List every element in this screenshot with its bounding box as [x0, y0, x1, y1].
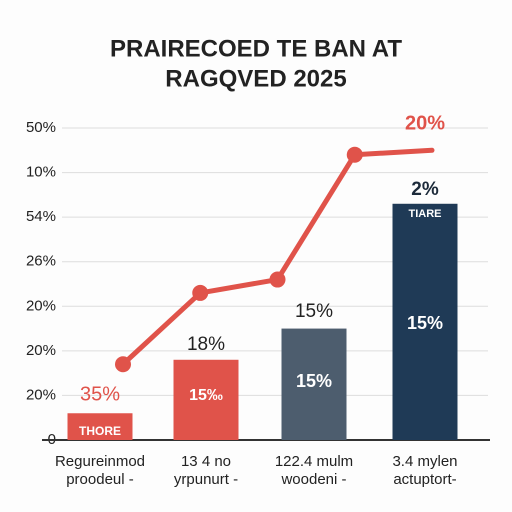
x-tick-label: 13 4 no — [181, 453, 231, 470]
chart-title: RAGQVED 2025 — [165, 65, 346, 92]
annotation: 15% — [407, 313, 443, 333]
annotation: 20% — [405, 112, 445, 134]
annotation: 15% — [296, 371, 332, 391]
annotation: 2% — [411, 179, 439, 200]
annotation: THORE — [79, 424, 121, 438]
y-tick-label: 54% — [26, 208, 56, 225]
bar — [67, 413, 133, 440]
x-tick-label: proodeul - — [66, 471, 134, 488]
x-tick-label: 3.4 mylen — [392, 453, 457, 470]
annotation: 15% — [295, 301, 333, 322]
bar — [281, 328, 347, 440]
line-marker — [346, 146, 363, 163]
annotation: 15‰ — [189, 387, 223, 404]
chart-title: PRAIRECOED TE BAN AT — [110, 35, 402, 62]
line-marker — [115, 356, 131, 373]
y-tick-label: 20% — [26, 297, 56, 314]
bar — [392, 203, 458, 440]
x-tick-label: actuptort- — [393, 471, 456, 488]
annotation: 35% — [80, 383, 120, 405]
x-tick-label: Regureinmod — [55, 453, 145, 470]
y-tick-label: 20% — [26, 386, 56, 403]
x-tick-label: 122.4 mulm — [275, 453, 353, 470]
line-marker — [269, 271, 286, 288]
bar — [173, 359, 239, 440]
annotation: TIARE — [409, 208, 442, 220]
y-tick-label: 20% — [26, 342, 56, 359]
x-tick-label: woodeni - — [280, 471, 346, 488]
x-tick-label: yrpunurt - — [174, 471, 238, 488]
y-tick-label: 10% — [26, 164, 56, 181]
line-marker — [192, 284, 209, 301]
y-tick-label: 26% — [26, 253, 56, 270]
annotation: 18% — [187, 334, 225, 355]
y-tick-label: 50% — [26, 119, 56, 136]
